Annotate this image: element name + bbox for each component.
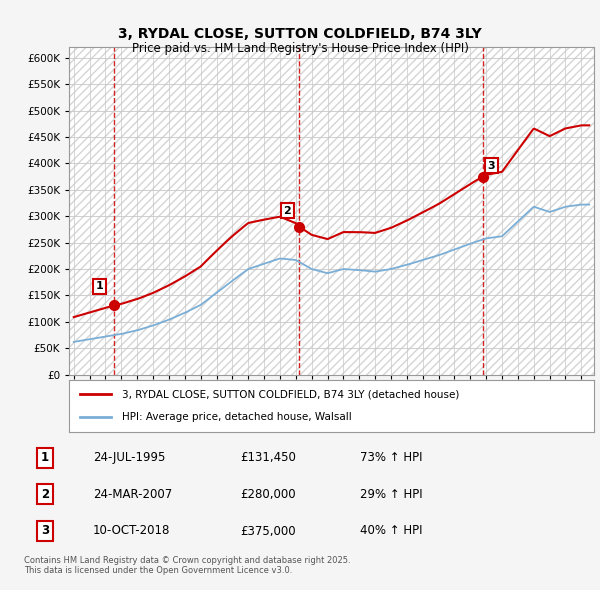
Text: 24-MAR-2007: 24-MAR-2007	[93, 488, 172, 501]
Text: £131,450: £131,450	[240, 451, 296, 464]
Text: Price paid vs. HM Land Registry's House Price Index (HPI): Price paid vs. HM Land Registry's House …	[131, 42, 469, 55]
Text: 24-JUL-1995: 24-JUL-1995	[93, 451, 166, 464]
Text: HPI: Average price, detached house, Walsall: HPI: Average price, detached house, Wals…	[121, 412, 351, 422]
Text: 2: 2	[41, 488, 49, 501]
Text: 2: 2	[283, 205, 291, 215]
Text: 29% ↑ HPI: 29% ↑ HPI	[360, 488, 422, 501]
Text: £375,000: £375,000	[240, 525, 296, 537]
Text: 3, RYDAL CLOSE, SUTTON COLDFIELD, B74 3LY: 3, RYDAL CLOSE, SUTTON COLDFIELD, B74 3L…	[118, 27, 482, 41]
Text: 73% ↑ HPI: 73% ↑ HPI	[360, 451, 422, 464]
Text: 3: 3	[41, 525, 49, 537]
Text: 10-OCT-2018: 10-OCT-2018	[93, 525, 170, 537]
Text: £280,000: £280,000	[240, 488, 296, 501]
Text: 3, RYDAL CLOSE, SUTTON COLDFIELD, B74 3LY (detached house): 3, RYDAL CLOSE, SUTTON COLDFIELD, B74 3L…	[121, 389, 459, 399]
Text: 1: 1	[41, 451, 49, 464]
Text: 1: 1	[95, 281, 103, 291]
Text: Contains HM Land Registry data © Crown copyright and database right 2025.
This d: Contains HM Land Registry data © Crown c…	[24, 556, 350, 575]
Text: 40% ↑ HPI: 40% ↑ HPI	[360, 525, 422, 537]
Text: 3: 3	[487, 160, 495, 171]
